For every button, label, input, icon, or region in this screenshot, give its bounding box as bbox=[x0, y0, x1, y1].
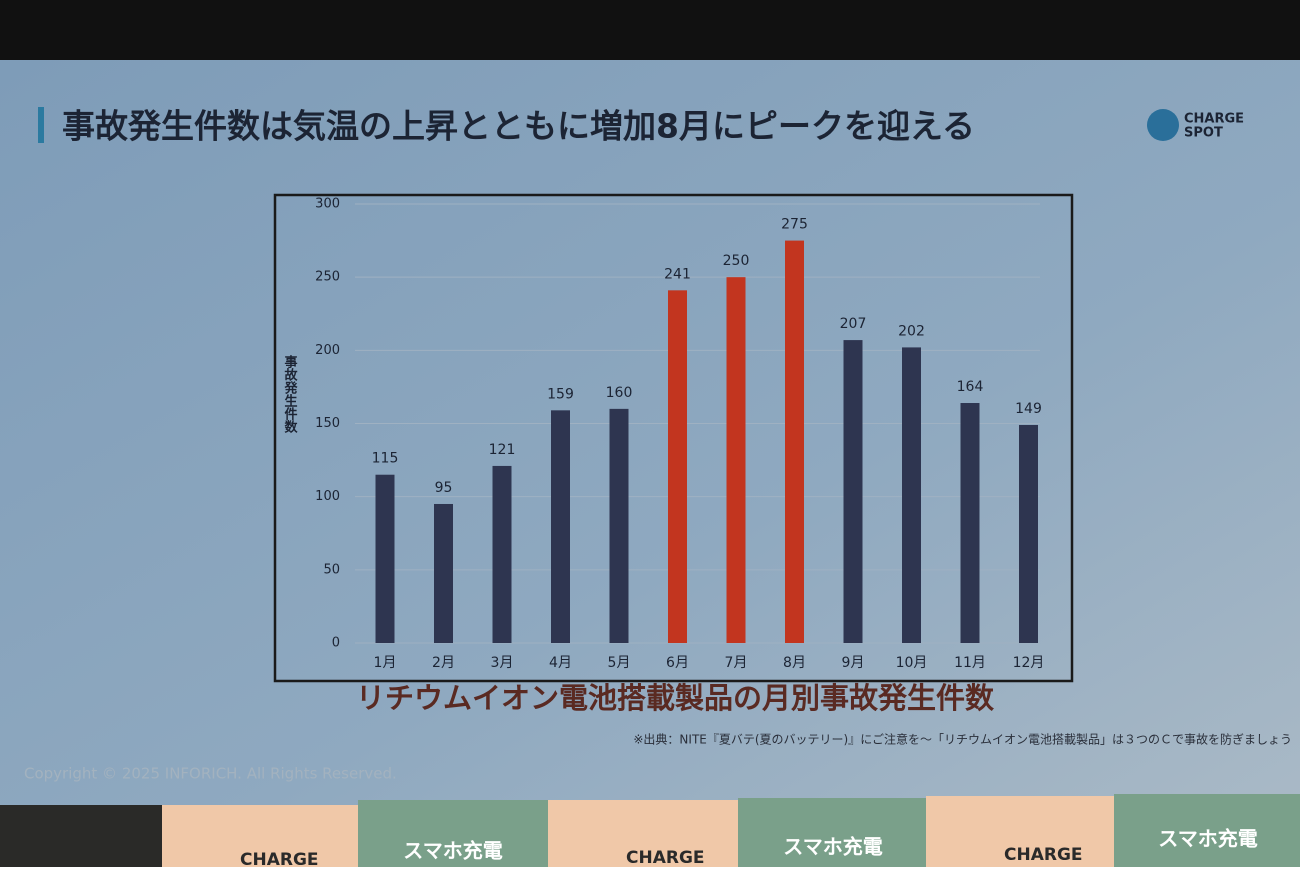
banner-panel bbox=[548, 800, 738, 867]
x-tick-label: 6月 bbox=[666, 655, 689, 671]
y-tick-label: 200 bbox=[315, 343, 340, 358]
banner-slogan: スマホ充電 bbox=[403, 839, 502, 863]
source-note: ※出典：NITE『夏バテ(夏のバッテリー)』にご注意を～「リチウムイオン電池搭載… bbox=[633, 732, 1292, 747]
y-tick-label: 250 bbox=[315, 270, 340, 285]
y-tick-label: 50 bbox=[323, 562, 340, 577]
x-tick-label: 8月 bbox=[783, 655, 806, 671]
banner-panel bbox=[1114, 794, 1300, 867]
value-label: 159 bbox=[547, 386, 574, 402]
banner-panel bbox=[358, 800, 548, 867]
bar bbox=[551, 410, 570, 643]
banner-panel bbox=[926, 796, 1114, 867]
value-label: 95 bbox=[435, 480, 453, 496]
banner-slogan: スマホ充電 bbox=[783, 835, 882, 859]
value-label: 207 bbox=[840, 316, 867, 332]
value-label: 241 bbox=[664, 266, 691, 282]
bar bbox=[1019, 424, 1038, 643]
bar bbox=[902, 347, 921, 643]
bar bbox=[785, 240, 804, 644]
value-label: 160 bbox=[606, 385, 633, 401]
copyright: Copyright © 2025 INFORICH. All Rights Re… bbox=[24, 765, 397, 783]
x-tick-label: 12月 bbox=[1013, 655, 1045, 671]
plot: 0 50 100 150 200 250 300 1月 115 2月 95 3月 121 4月 159 5月 1… bbox=[315, 197, 1044, 672]
x-tick-label: 11月 bbox=[954, 655, 986, 671]
slide-title: 事故発生件数は気温の上昇とともに増加8月にピークを迎える bbox=[62, 107, 975, 146]
bar bbox=[726, 277, 746, 643]
value-label: 121 bbox=[489, 442, 516, 458]
y-tick-label: 300 bbox=[315, 197, 340, 212]
y-tick-label: 100 bbox=[315, 489, 340, 504]
value-label: 115 bbox=[372, 451, 399, 467]
bar bbox=[609, 408, 629, 643]
x-tick-label: 10月 bbox=[896, 655, 928, 671]
banner-panel bbox=[162, 805, 358, 867]
banner-brand: CHARGE bbox=[240, 850, 319, 867]
chart-title: リチウムイオン電池搭載製品の月別事故発生件数 bbox=[356, 681, 995, 715]
value-label: 149 bbox=[1015, 401, 1042, 417]
x-tick-label: 4月 bbox=[549, 655, 572, 671]
bar bbox=[375, 474, 395, 643]
logo-text: SPOT bbox=[1184, 126, 1223, 141]
value-label: 275 bbox=[781, 217, 808, 233]
x-tick-label: 7月 bbox=[725, 655, 748, 671]
title-accent bbox=[38, 107, 44, 143]
banner-panel bbox=[738, 798, 926, 867]
value-label: 202 bbox=[898, 323, 925, 339]
banner-slogan: スマホ充電 bbox=[1158, 827, 1257, 851]
y-axis-label: 事故発生件数 bbox=[282, 354, 299, 434]
bar bbox=[434, 503, 453, 643]
banner-brand: CHARGE bbox=[1004, 845, 1083, 865]
value-label: 250 bbox=[723, 253, 750, 269]
x-tick-label: 9月 bbox=[842, 655, 865, 671]
logo-icon bbox=[1147, 109, 1179, 141]
x-tick-label: 5月 bbox=[608, 655, 631, 671]
bar bbox=[668, 290, 687, 643]
x-tick-label: 1月 bbox=[374, 655, 397, 671]
x-tick-label: 3月 bbox=[491, 655, 514, 671]
x-tick-label: 2月 bbox=[432, 655, 455, 671]
value-label: 164 bbox=[957, 379, 984, 395]
bar bbox=[492, 465, 512, 643]
y-tick-label: 150 bbox=[315, 416, 340, 431]
banner-brand: CHARGE bbox=[626, 848, 705, 867]
bar bbox=[960, 403, 980, 643]
bar bbox=[843, 340, 863, 643]
y-tick-label: 0 bbox=[332, 636, 340, 651]
chart-frame bbox=[273, 193, 1074, 683]
logo-text: CHARGE bbox=[1184, 112, 1244, 127]
